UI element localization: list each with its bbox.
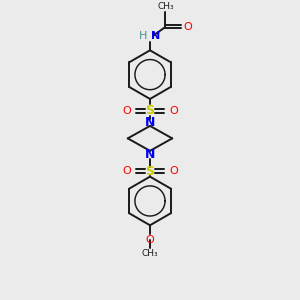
Text: O: O bbox=[169, 166, 178, 176]
Text: CH₃: CH₃ bbox=[142, 249, 158, 258]
Text: N: N bbox=[145, 148, 155, 161]
Text: S: S bbox=[146, 104, 154, 117]
Text: H: H bbox=[139, 32, 148, 41]
Text: N: N bbox=[145, 116, 155, 129]
Text: O: O bbox=[122, 166, 131, 176]
Text: O: O bbox=[183, 22, 192, 32]
Text: O: O bbox=[169, 106, 178, 116]
Text: N: N bbox=[152, 32, 161, 41]
Text: CH₃: CH₃ bbox=[157, 2, 174, 10]
Text: O: O bbox=[122, 106, 131, 116]
Text: S: S bbox=[146, 165, 154, 178]
Text: O: O bbox=[146, 235, 154, 245]
